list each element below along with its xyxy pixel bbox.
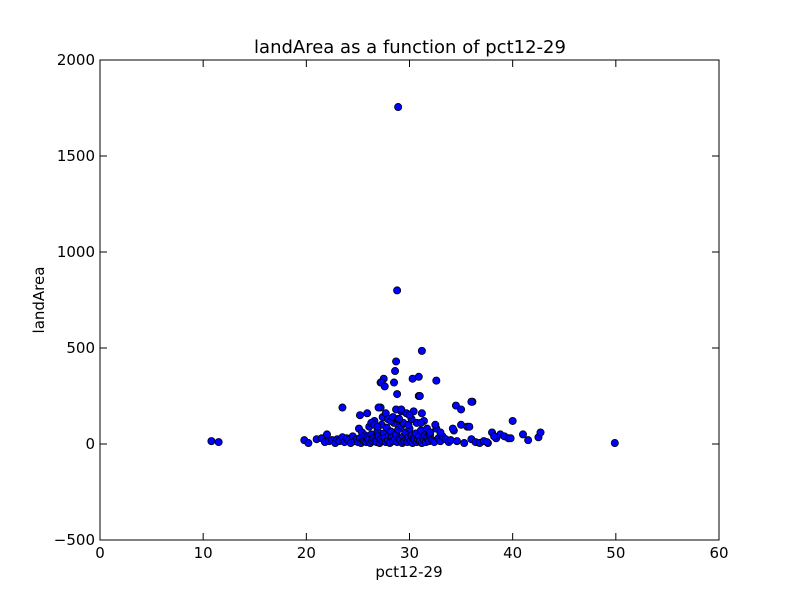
data-point — [373, 422, 382, 431]
y-tick-label: 0 — [85, 435, 95, 453]
data-point — [214, 438, 223, 447]
data-point — [506, 434, 515, 443]
data-point — [392, 357, 401, 366]
data-point — [460, 439, 469, 448]
data-point — [416, 418, 425, 427]
data-point — [393, 390, 402, 399]
data-point — [518, 430, 527, 439]
y-tick-label: −500 — [54, 531, 95, 549]
x-tick-label: 20 — [297, 544, 316, 562]
data-point — [304, 439, 313, 448]
y-tick-label: 1500 — [57, 147, 95, 165]
x-tick-label: 40 — [503, 544, 522, 562]
data-point — [380, 382, 389, 391]
data-point — [457, 405, 466, 414]
data-point — [482, 438, 491, 447]
data-point — [524, 436, 533, 445]
x-tick-label: 50 — [606, 544, 625, 562]
data-point — [394, 103, 403, 112]
data-point — [452, 437, 461, 446]
data-point — [395, 415, 404, 424]
data-point — [448, 424, 457, 433]
data-point — [536, 428, 545, 437]
data-point — [415, 391, 424, 400]
data-point — [207, 437, 216, 446]
data-point — [322, 430, 331, 439]
y-axis-label: landArea — [30, 267, 48, 334]
data-point — [467, 397, 476, 406]
data-point — [363, 409, 372, 418]
data-point — [414, 372, 423, 381]
data-point — [391, 367, 400, 376]
axes-frame — [99, 59, 720, 541]
data-point — [390, 378, 399, 387]
data-point — [431, 420, 440, 429]
points-layer — [207, 103, 619, 448]
data-point — [436, 428, 445, 437]
y-tick-label: 1000 — [57, 243, 95, 261]
data-point — [426, 428, 435, 437]
x-tick-label: 30 — [400, 544, 419, 562]
data-point — [417, 409, 426, 418]
data-point — [393, 286, 402, 295]
data-point — [490, 432, 499, 441]
y-tick-label: 2000 — [57, 51, 95, 69]
data-point — [417, 346, 426, 355]
chart-title: landArea as a function of pct12-29 — [254, 37, 566, 58]
x-tick-label: 10 — [194, 544, 213, 562]
data-point — [465, 422, 474, 431]
data-point — [405, 411, 414, 420]
data-point — [508, 416, 517, 425]
x-axis-label: pct12-29 — [375, 563, 442, 581]
data-point — [338, 403, 347, 412]
x-tick-label: 0 — [95, 544, 105, 562]
data-point — [397, 405, 406, 414]
data-point — [374, 403, 383, 412]
data-point — [432, 376, 441, 385]
x-tick-label: 60 — [709, 544, 728, 562]
data-point — [355, 411, 364, 420]
y-tick-label: 500 — [66, 339, 95, 357]
data-point — [610, 439, 619, 448]
